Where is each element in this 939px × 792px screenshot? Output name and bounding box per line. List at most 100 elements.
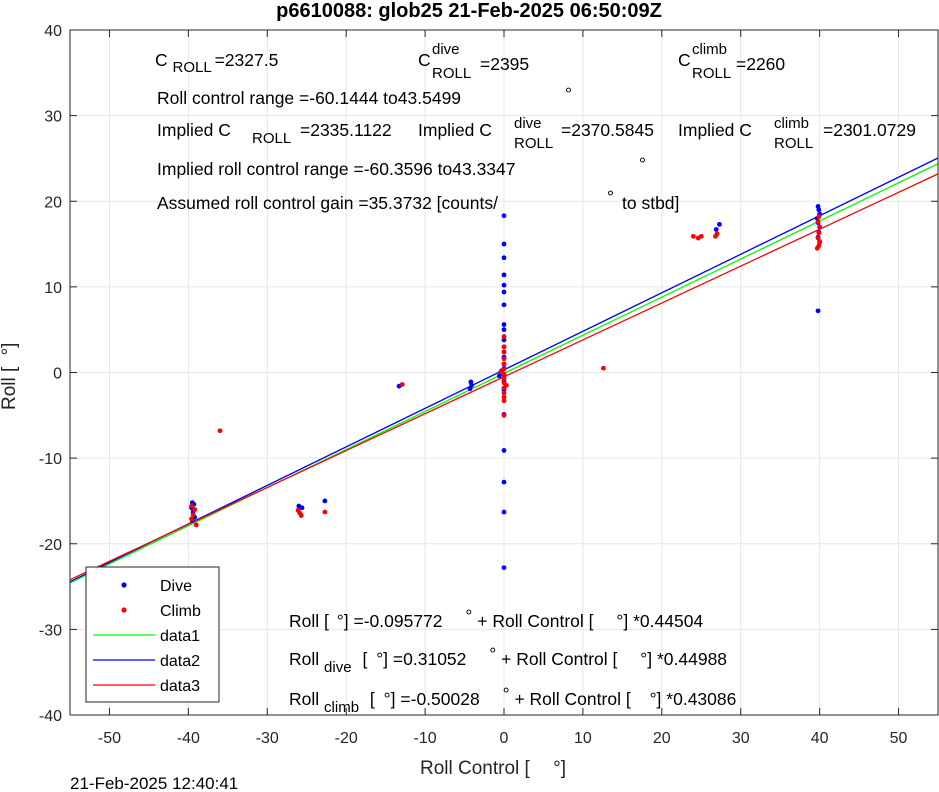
point-climb: [815, 219, 821, 225]
y-tick-label: -40: [39, 708, 62, 725]
point-dive: [501, 282, 507, 288]
point-climb: [498, 369, 504, 375]
x-axis-label-unit: °]: [553, 758, 566, 779]
y-tick-label: 0: [53, 366, 62, 383]
roll-control-range: Roll control range =-60.1444 to43.5499: [157, 88, 461, 108]
point-dive: [501, 565, 507, 571]
c-dive-annotation: C: [418, 50, 431, 70]
implied-c-roll-value: =2335.1122: [300, 120, 392, 140]
legend-label-climb: Climb: [160, 603, 201, 620]
x-axis-ticks: -50 -40 -30 -20 -10 0 10 20 30 40 50: [98, 30, 908, 747]
fit-dive-f: °] *0.44988: [640, 649, 727, 669]
point-climb: [297, 510, 303, 516]
point-dive: [467, 386, 473, 392]
fit-climb-d: °: [503, 684, 510, 704]
fit-dive-b: [: [362, 649, 367, 669]
fit-climb-equation: Roll climb [ °] =-0.50028 ° + Roll Contr…: [289, 684, 736, 716]
point-climb: [217, 428, 223, 434]
x-tick-label: 40: [811, 730, 829, 747]
point-dive: [501, 509, 507, 515]
x-tick-label: -40: [177, 730, 200, 747]
y-tick-label: 10: [44, 280, 62, 297]
point-climb: [189, 503, 194, 509]
point-climb: [501, 394, 507, 400]
point-climb: [190, 512, 196, 518]
point-dive: [713, 227, 719, 232]
point-dive: [501, 272, 507, 278]
y-tick-label: -30: [39, 622, 62, 639]
fit-all-equation: Roll [ °] =-0.095772 ° + Roll Control [ …: [289, 606, 703, 631]
point-dive: [501, 327, 507, 333]
x-tick-label: -20: [335, 730, 358, 747]
legend-marker-dive: [121, 582, 127, 588]
y-axis-label-unit: °]: [0, 343, 20, 356]
implied-c-climb-sup: climb: [774, 115, 809, 132]
point-climb: [501, 412, 507, 418]
y-axis-ticks: -40 -30 -20 -10 0 10 20 30 40: [39, 23, 938, 725]
y-tick-label: -20: [39, 537, 62, 554]
c-climb-sub: ROLL: [692, 65, 731, 82]
point-climb: [816, 243, 822, 249]
point-climb: [501, 376, 507, 381]
implied-c-roll: Implied C: [157, 120, 231, 140]
point-dive: [501, 289, 507, 295]
point-climb: [322, 509, 328, 515]
y-axis-label-main: Roll [: [0, 366, 20, 410]
point-climb: [501, 334, 507, 339]
point-climb: [501, 361, 507, 367]
c-dive-sup: dive: [432, 41, 460, 58]
point-climb: [501, 349, 507, 355]
x-axis-label-main: Roll Control [: [420, 758, 531, 779]
point-dive: [501, 479, 507, 485]
c-roll-label: C: [155, 50, 168, 70]
chart-title: p6610088: glob25 21-Feb-2025 06:50:09Z: [276, 0, 662, 22]
fit-dive-a: Roll: [289, 649, 319, 669]
y-axis-label: Roll [ °]: [0, 343, 20, 410]
y-tick-label: -10: [39, 451, 62, 468]
fit-climb-c: °] =-0.50028: [384, 689, 480, 709]
implied-range-degree: °: [639, 154, 646, 174]
implied-c-climb: Implied C: [678, 120, 752, 140]
point-climb: [503, 382, 509, 388]
fit-climb-f: °] *0.43086: [650, 689, 737, 709]
point-climb: [816, 214, 822, 220]
fit-all-c: °: [465, 606, 472, 626]
fit-all-b: °] =-0.095772: [337, 611, 443, 631]
c-roll-annotation: C ROLL =2327.5: [155, 50, 278, 76]
fit-climb-a: Roll: [289, 689, 319, 709]
point-climb: [193, 522, 199, 528]
fit-dive-e: + Roll Control [: [501, 649, 617, 669]
y-tick-label: 40: [44, 23, 62, 40]
x-tick-label: 50: [890, 730, 908, 747]
point-dive: [501, 241, 507, 247]
point-climb: [714, 231, 720, 237]
point-climb: [501, 356, 507, 362]
x-tick-label: -10: [414, 730, 437, 747]
point-climb: [501, 390, 507, 396]
y-tick-label: 20: [44, 194, 62, 211]
point-climb: [192, 507, 198, 512]
fit-dive-d: °: [489, 644, 496, 664]
y-tick-label: 30: [44, 109, 62, 126]
data-points: [189, 203, 823, 571]
point-dive: [501, 302, 507, 308]
point-dive: [815, 308, 821, 314]
x-tick-label: 0: [500, 730, 509, 747]
legend: Dive Climb data1 data2 data3: [85, 566, 220, 703]
roll-control-range-degree: °: [565, 84, 572, 104]
point-dive: [501, 322, 507, 327]
fit-dive-c: °] =0.31052: [376, 649, 466, 669]
point-dive: [501, 448, 507, 453]
x-tick-label: -30: [256, 730, 279, 747]
fit-all-a: Roll [: [289, 611, 329, 631]
x-axis-label: Roll Control [ °]: [420, 758, 566, 779]
implied-roll-control-range: Implied roll control range =-60.3596 to4…: [157, 159, 516, 179]
point-dive: [717, 221, 722, 227]
c-climb-label: C: [678, 50, 691, 70]
point-dive: [299, 505, 305, 511]
c-climb-value: =2260: [736, 54, 785, 74]
point-climb: [817, 224, 823, 230]
point-climb: [690, 233, 696, 239]
c-roll-sub: ROLL: [173, 59, 212, 76]
point-climb: [399, 382, 405, 387]
